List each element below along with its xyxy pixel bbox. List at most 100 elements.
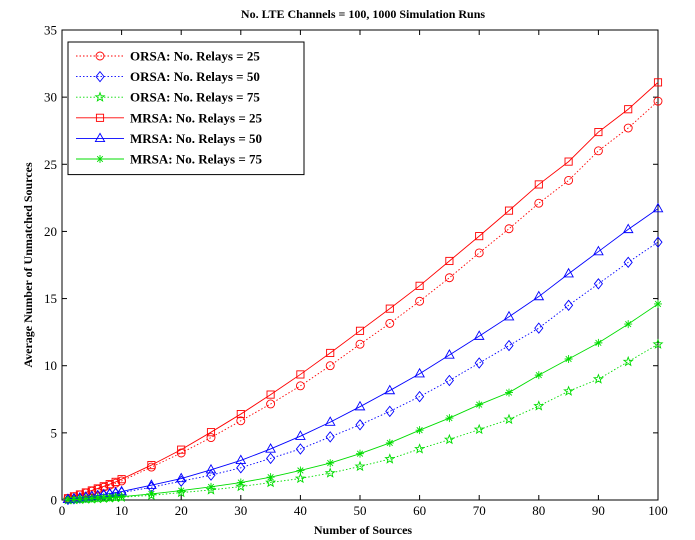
x-axis-label: Number of Sources [314, 523, 413, 537]
x-tick-label-2: 20 [175, 503, 188, 518]
data-point-5-12 [207, 482, 215, 491]
data-point-0-12 [206, 433, 216, 443]
legend-marker-3 [95, 113, 105, 122]
data-point-3-24 [564, 157, 573, 166]
data-point-4-11 [175, 472, 187, 483]
y-tick-label-6: 30 [44, 90, 57, 105]
data-point-5-17 [356, 449, 364, 458]
y-tick-label-4: 20 [44, 224, 57, 239]
data-point-3-16 [326, 348, 335, 358]
data-point-2-21 [473, 423, 485, 435]
data-point-3-19 [415, 281, 424, 290]
legend-marker-1 [95, 70, 105, 83]
data-point-4-12 [205, 463, 217, 474]
data-point-4-18 [384, 384, 396, 395]
data-point-5-22 [505, 388, 513, 397]
data-point-3-4 [87, 486, 96, 495]
legend-entry-1: ORSA: No. Relays = 50 [130, 69, 260, 84]
data-point-3-27 [653, 78, 663, 87]
data-point-5-2 [75, 495, 84, 504]
legend-marker-5 [96, 155, 104, 163]
series-5 [63, 299, 662, 504]
data-point-5-27 [654, 299, 662, 308]
data-point-0-19 [415, 296, 425, 306]
data-point-0-20 [444, 273, 454, 283]
data-point-4-19 [414, 367, 425, 378]
data-point-2-22 [503, 413, 515, 425]
data-point-4-20 [444, 349, 455, 359]
data-point-1-25 [593, 278, 603, 290]
data-point-0-15 [295, 381, 305, 391]
data-point-0-26 [623, 123, 633, 133]
data-point-4-14 [265, 443, 276, 453]
data-point-4-17 [354, 400, 366, 411]
data-point-3-11 [177, 445, 186, 454]
data-point-4-23 [533, 290, 545, 301]
data-point-0-24 [564, 175, 574, 185]
x-tick-label-4: 40 [294, 503, 307, 518]
data-point-3-20 [445, 256, 454, 266]
data-point-5-16 [326, 459, 335, 468]
data-point-1-18 [385, 405, 395, 418]
y-tick-label-2: 10 [44, 358, 57, 373]
data-point-2-17 [354, 460, 366, 472]
chart-title: No. LTE Channels = 100, 1000 Simulation … [241, 7, 485, 21]
data-point-5-26 [624, 320, 633, 329]
data-point-5-18 [385, 438, 394, 447]
data-point-1-15 [295, 443, 305, 455]
data-point-1-20 [444, 374, 454, 387]
x-tick-label-0: 0 [59, 503, 66, 518]
series-layer [62, 78, 664, 506]
data-point-5-20 [445, 414, 454, 423]
data-point-3-17 [355, 326, 365, 335]
y-tick-label-5: 25 [44, 157, 57, 172]
data-point-0-23 [534, 198, 544, 208]
data-point-5-4 [87, 494, 96, 503]
data-point-2-18 [384, 453, 396, 464]
data-point-5-9 [117, 492, 126, 501]
data-point-2-16 [324, 467, 336, 478]
data-point-3-26 [624, 105, 633, 114]
data-point-2-12 [205, 484, 217, 495]
x-tick-label-6: 60 [413, 503, 426, 518]
data-point-2-14 [265, 476, 277, 488]
data-point-0-22 [504, 224, 514, 234]
data-point-2-23 [533, 400, 545, 411]
data-point-4-26 [622, 223, 634, 234]
data-point-4-27 [652, 202, 664, 213]
data-point-4-13 [235, 454, 247, 465]
data-point-1-12 [206, 469, 216, 481]
data-point-3-14 [266, 390, 275, 399]
data-point-0-18 [385, 318, 395, 328]
x-tick-label-9: 90 [592, 503, 605, 518]
data-point-5-23 [534, 371, 543, 380]
data-point-5-8 [111, 493, 120, 502]
data-point-1-19 [415, 390, 425, 403]
data-point-0-14 [266, 399, 276, 409]
data-point-5-19 [415, 426, 424, 435]
data-point-3-15 [296, 370, 305, 379]
legend-box [67, 41, 305, 176]
x-tick-label-5: 50 [354, 503, 367, 518]
data-point-5-7 [105, 493, 114, 502]
data-point-5-13 [236, 478, 245, 487]
data-point-2-26 [622, 355, 634, 367]
series-line-0 [67, 100, 659, 499]
data-point-4-24 [563, 267, 574, 278]
data-point-1-23 [534, 322, 544, 334]
data-point-3-18 [385, 304, 394, 313]
x-tick-label-10: 100 [648, 503, 668, 518]
data-point-1-16 [325, 431, 335, 443]
legend-entry-3: MRSA: No. Relays = 25 [130, 110, 262, 125]
data-point-0-21 [474, 248, 484, 258]
data-point-3-13 [236, 410, 245, 419]
x-tick-label-1: 10 [115, 503, 128, 518]
data-point-1-13 [236, 462, 246, 474]
data-point-2-15 [294, 472, 306, 484]
data-point-0-25 [593, 146, 603, 156]
data-point-4-21 [473, 330, 485, 340]
data-point-2-19 [414, 443, 426, 454]
legend-entry-0: ORSA: No. Relays = 25 [130, 49, 260, 64]
data-point-3-10 [147, 461, 156, 470]
data-point-3-25 [594, 128, 603, 137]
